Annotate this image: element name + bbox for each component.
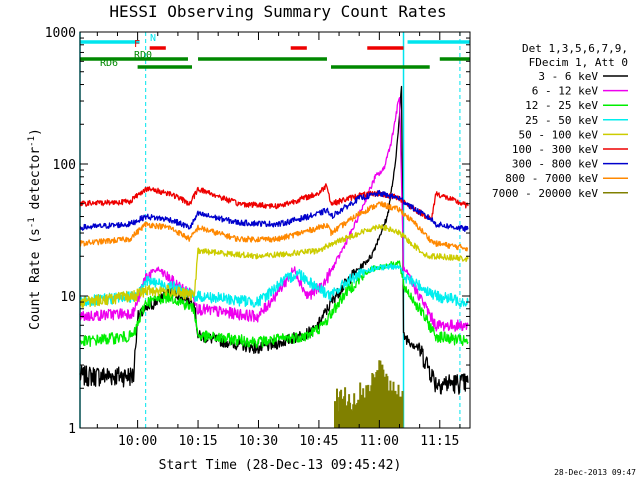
x-axis-label: Start Time (28-Dec-13 09:45:42) [159, 458, 402, 473]
flag-label-rd6: RD6 [100, 58, 118, 69]
legend-header-line-2: FDecim 1, Att 0 [529, 56, 628, 69]
y-axis-label-part: ) [28, 128, 43, 136]
timestamp: 28-Dec-2013 09:47 [554, 468, 636, 477]
x-tick-label: 11:00 [360, 434, 399, 449]
legend-entry-label: 300 - 800 keV [512, 158, 598, 171]
x-tick-label: 10:45 [299, 434, 338, 449]
legend-entry-label: 50 - 100 keV [519, 128, 599, 141]
legend-entry-label: 12 - 25 keV [525, 99, 598, 112]
series-line-7 [79, 201, 469, 252]
series-line-4 [79, 223, 469, 308]
y-tick-label: 10 [60, 290, 76, 305]
x-tick-label: 10:00 [118, 434, 157, 449]
y-tick-label: 100 [53, 158, 76, 173]
legend-entry-label: 6 - 12 keV [532, 85, 599, 98]
y-axis-label: Count Rate (s-1 detector-1) [27, 128, 43, 330]
plot-frame [79, 31, 471, 429]
flag-label-rd0: RD0 [134, 50, 152, 61]
flag-label-f: F [134, 39, 140, 50]
legend-header-line-1: Det 1,3,5,6,7,9, [522, 42, 628, 55]
x-tick-label: 10:30 [239, 434, 278, 449]
series-line-6 [79, 189, 469, 233]
y-axis-label-part: Count Rate (s [28, 228, 43, 330]
y-tick-label: 1 [68, 422, 76, 437]
y-axis-label-part: detector [28, 147, 43, 218]
y-axis-label-sup: -1 [27, 136, 37, 147]
legend-entry-label: 800 - 7000 keV [505, 172, 598, 185]
y-tick-label: 1000 [45, 26, 76, 41]
legend-entry-label: 7000 - 20000 keV [492, 187, 598, 200]
series-line-0 [79, 85, 469, 395]
series-line-8 [334, 360, 404, 428]
series-line-1 [79, 97, 469, 332]
flag-label-n: N [150, 33, 156, 44]
x-tick-label: 11:15 [420, 434, 459, 449]
legend-entry-label: 3 - 6 keV [538, 70, 598, 83]
legend-entry-label: 100 - 300 keV [512, 143, 598, 156]
y-axis-label-sup: -1 [27, 217, 37, 228]
series-line-2 [79, 260, 469, 349]
series-line-3 [79, 263, 469, 308]
chart-title: HESSI Observing Summary Count Rates [109, 2, 446, 21]
x-tick-label: 10:15 [178, 434, 217, 449]
legend-entry-label: 25 - 50 keV [525, 114, 598, 127]
